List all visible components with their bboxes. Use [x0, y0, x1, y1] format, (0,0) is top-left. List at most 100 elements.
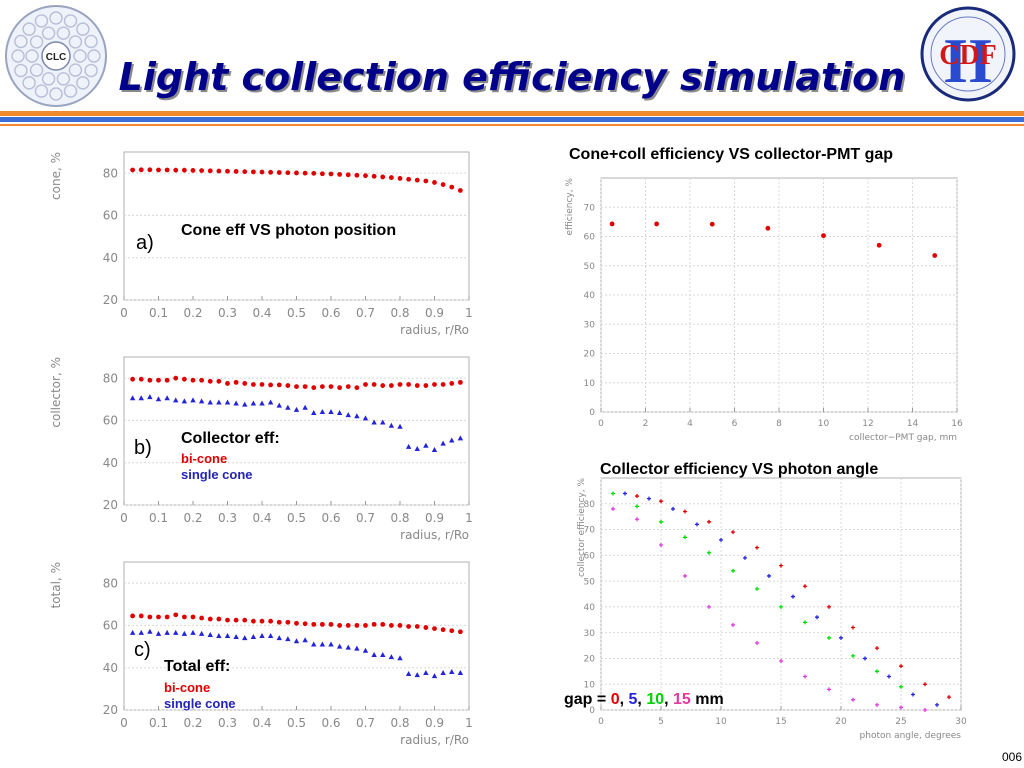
data-point [129, 395, 136, 401]
data-point [216, 378, 222, 384]
data-point [414, 624, 420, 629]
data-point [276, 635, 282, 641]
panel-b-label: Collector eff: [181, 430, 280, 447]
data-point [259, 400, 265, 406]
data-point [875, 702, 879, 707]
data-point [851, 625, 855, 630]
data-point [190, 629, 196, 635]
y-tick-label: 40 [103, 661, 118, 675]
data-point [216, 168, 222, 174]
data-point [609, 221, 615, 227]
data-point [259, 169, 265, 175]
data-point [328, 171, 334, 177]
x-tick-label: 10 [818, 419, 830, 429]
data-point [380, 621, 386, 627]
gap-legend-0: 0 [610, 691, 620, 708]
x-tick-label: 0.5 [287, 716, 306, 730]
data-point [156, 377, 161, 383]
data-point [671, 506, 675, 511]
data-point [155, 630, 162, 636]
data-point [250, 382, 256, 387]
data-point [181, 630, 188, 636]
gap-legend-unit: mm [695, 691, 724, 708]
x-tick-label: 0.6 [321, 511, 340, 525]
header-stripe-orange [0, 111, 1024, 116]
data-point [336, 410, 343, 416]
y-tick-label: 70 [584, 203, 596, 213]
data-point [276, 402, 282, 408]
data-point [414, 383, 420, 388]
data-point [611, 506, 615, 511]
data-point [743, 555, 747, 560]
x-axis-label: radius, r/Ro [400, 323, 469, 337]
clc-logo-ring [41, 72, 56, 86]
data-point [164, 377, 170, 383]
data-point [827, 635, 831, 640]
data-point [449, 184, 455, 190]
data-point [181, 614, 187, 620]
data-point [199, 168, 205, 174]
data-point [457, 670, 464, 675]
data-point [225, 381, 230, 386]
x-tick-label: 1 [465, 716, 473, 730]
x-tick-label: 0 [120, 306, 128, 320]
data-point [173, 375, 179, 381]
data-point [216, 399, 222, 405]
x-tick-label: 0.9 [425, 306, 444, 320]
y-tick-label: 50 [584, 262, 596, 272]
data-point [285, 404, 291, 410]
clc-logo-ring [56, 72, 71, 86]
data-point [250, 169, 256, 175]
data-point [207, 378, 213, 384]
data-point [285, 636, 291, 642]
data-point [923, 682, 927, 687]
x-tick-label: 0.7 [356, 716, 375, 730]
x-tick-label: 0 [598, 419, 604, 429]
clc-logo-ring [29, 35, 44, 49]
x-axis-label: radius, r/Ro [400, 528, 469, 542]
clc-logo-ring [49, 11, 63, 25]
x-tick-label: 0.1 [149, 511, 168, 525]
angle-chart-title: Collector efficiency VS photon angle [600, 461, 879, 478]
data-point [233, 379, 239, 385]
gap-legend: gap = 0, 5, 10, 15 mm [564, 691, 724, 708]
data-point [138, 395, 144, 401]
data-point [302, 384, 308, 389]
clc-logo: CLC [5, 5, 107, 107]
chart-collector: 20 40 60 80 0 0.1 0.2 0.3 0.4 0.5 0.6 0.7 0.8 0.9 1 rad… [49, 356, 473, 542]
y-tick-label: 20 [103, 498, 118, 512]
data-point [181, 376, 187, 382]
data-point [851, 653, 855, 658]
x-tick-label: 4 [687, 419, 693, 429]
data-point [876, 242, 882, 248]
data-point [173, 167, 179, 173]
data-point [242, 169, 248, 175]
data-point [755, 586, 759, 591]
data-point [887, 674, 891, 679]
data-point [371, 173, 377, 179]
data-point [380, 419, 386, 425]
y-tick-label: 40 [103, 251, 118, 265]
data-point [242, 381, 248, 386]
data-point [635, 494, 639, 499]
gap-legend-10: 10 [646, 691, 665, 708]
data-point [683, 535, 687, 540]
x-tick-label: 0 [120, 716, 128, 730]
cdf-logo-text: CDF [939, 40, 997, 71]
data-point [414, 672, 420, 678]
data-point [138, 167, 144, 173]
x-tick-label: 0.1 [149, 716, 168, 730]
x-tick-label: 0.8 [390, 511, 409, 525]
y-tick-label: 20 [584, 350, 596, 360]
data-point [899, 664, 903, 669]
data-point [405, 671, 412, 677]
x-tick-label: 20 [835, 717, 847, 727]
data-point [267, 633, 274, 638]
data-point [354, 623, 360, 628]
data-point [362, 647, 369, 653]
data-point [198, 630, 205, 636]
data-point [294, 384, 299, 389]
data-point [707, 550, 711, 555]
data-point [779, 604, 783, 609]
chart-total: 20 40 60 80 0 0.1 0.2 0.3 0.4 0.5 0.6 0.7 0.8 0.9 1 rad… [49, 561, 473, 747]
